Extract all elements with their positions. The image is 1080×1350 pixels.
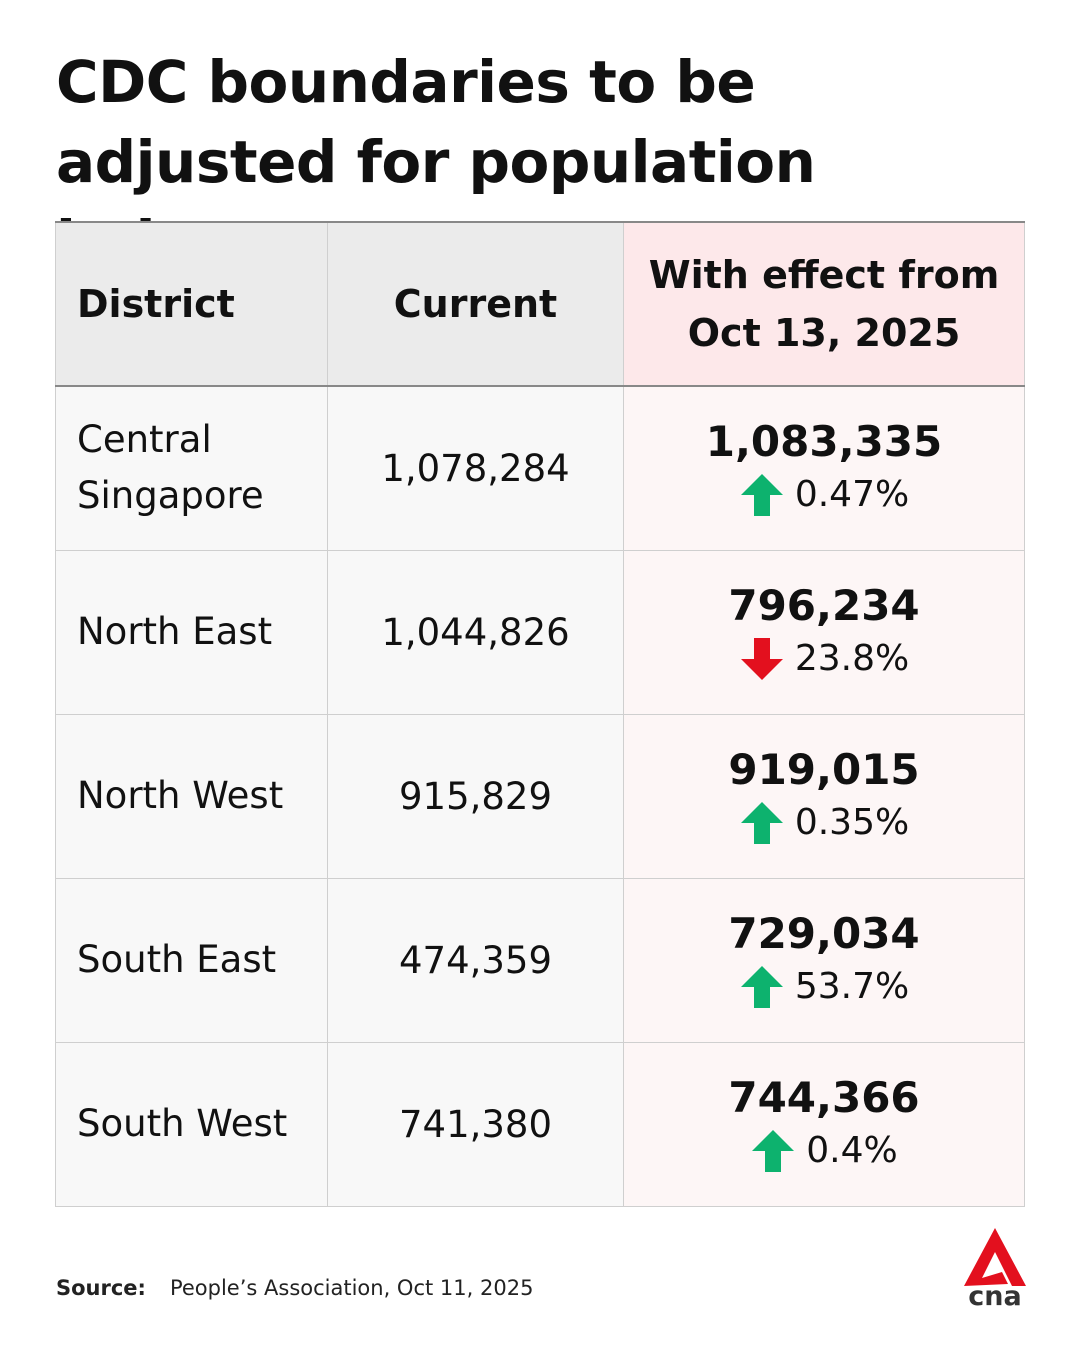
current-population: 474,359 [327,877,624,1043]
arrow-up-icon [740,802,783,844]
new-population-cell: 744,366 0.4% [623,1041,1025,1207]
new-population: 1,083,335 [705,417,943,467]
district-name: South East [55,877,328,1043]
change: 23.8% [739,634,909,684]
district-table: District Current With effect from Oct 13… [55,221,1025,1207]
change-percent: 53.7% [794,966,910,1007]
new-population: 919,015 [728,745,920,794]
new-population-cell: 796,234 23.8% [623,549,1025,715]
source-text: People’s Association, Oct 11, 2025 [169,1276,534,1300]
new-population-cell: 1,083,335 0.47% [623,385,1025,551]
change: 0.4% [750,1126,898,1176]
district-name: North West [55,713,328,879]
table-row: South East 474,359 729,034 53.7% [55,877,1025,1043]
table-row: South West 741,380 744,366 0.4% [55,1041,1025,1207]
district-name: South West [55,1041,328,1207]
district-name: North East [55,549,328,715]
current-population: 1,078,284 [327,385,624,551]
change: 0.35% [739,798,909,848]
change-percent: 0.4% [806,1130,898,1171]
header-with-effect-line2: Oct 13, 2025 [687,311,961,355]
svg-text:cna: cna [968,1281,1021,1308]
page-title: CDC boundaries to be adjusted for popula… [56,48,816,276]
new-population: 796,234 [728,581,920,630]
arrow-up-icon [740,966,783,1008]
table-row: North West 915,829 919,015 0.35% [55,713,1025,879]
arrow-up-icon [752,1130,795,1172]
new-population-cell: 919,015 0.35% [623,713,1025,879]
source-note: Source: People’s Association, Oct 11, 202… [56,1276,533,1300]
table-row: North East 1,044,826 796,234 23.8% [55,549,1025,715]
arrow-up-icon [740,474,783,517]
change-percent: 0.47% [794,474,910,516]
new-population: 729,034 [728,909,920,958]
change: 0.47% [739,470,909,520]
change: 53.7% [739,962,909,1012]
source-label: Source: [56,1276,146,1300]
current-population: 1,044,826 [327,549,624,715]
header-current: Current [327,221,624,387]
current-population: 741,380 [327,1041,624,1207]
header-district: District [55,221,328,387]
change-percent: 23.8% [794,638,910,679]
change-percent: 0.35% [794,802,910,843]
new-population-cell: 729,034 53.7% [623,877,1025,1043]
header-with-effect-line1: With effect from [648,253,1000,297]
table-row: Central Singapore 1,078,284 1,083,335 0.… [55,385,1025,551]
arrow-down-icon [740,638,783,680]
current-population: 915,829 [327,713,624,879]
header-with-effect: With effect from Oct 13, 2025 [623,221,1025,387]
district-name: Central Singapore [55,385,328,551]
cna-logo-icon: cna [964,1228,1026,1308]
new-population: 744,366 [728,1073,920,1122]
table-header-row: District Current With effect from Oct 13… [55,221,1025,387]
